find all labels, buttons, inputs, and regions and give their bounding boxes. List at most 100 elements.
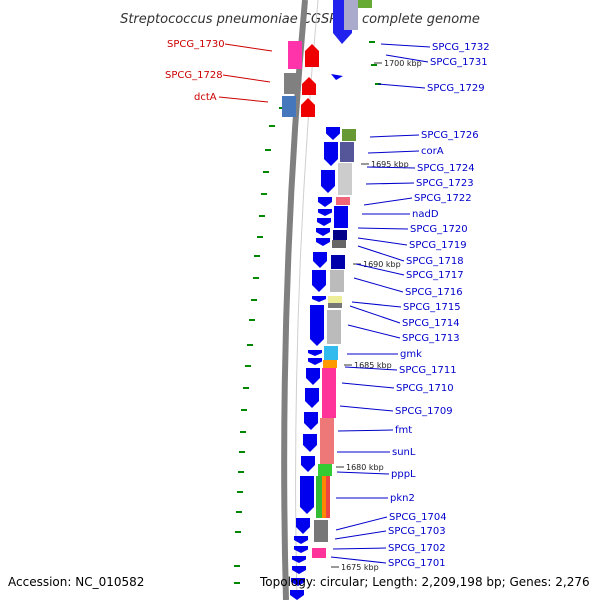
plus-strand-cog-blocks (312, 0, 372, 558)
leader-line (337, 429, 394, 432)
plus-cds-arrow (316, 238, 330, 246)
leader-line (353, 277, 404, 293)
gene-label-plus: SPCG_1729 (427, 83, 485, 94)
leader-line (344, 366, 398, 371)
plus-cds-arrow (312, 270, 326, 292)
plus-cog-block (322, 476, 326, 518)
leader-line (222, 74, 271, 83)
plus-cds-arrow (292, 556, 306, 563)
gene-label-plus: SPCG_1731 (430, 57, 488, 68)
gene-label-plus: SPCG_1709 (395, 406, 453, 417)
gene-label-plus: SPCG_1703 (388, 526, 446, 537)
gene-label-minus: SPCG_1730 (167, 39, 225, 50)
gene-label-plus: SPCG_1717 (406, 270, 464, 281)
gene-label-plus: SPCG_1713 (402, 333, 460, 344)
leader-line (363, 197, 413, 206)
leader-line (357, 227, 409, 230)
scale-tick-label: 1675 kbp (341, 563, 379, 572)
gene-label-plus: SPCG_1726 (421, 130, 479, 141)
leader-line (351, 301, 402, 308)
leader-line (335, 516, 388, 531)
scale-tick-label: 1690 kbp (363, 260, 401, 269)
plus-cds-arrow (326, 127, 340, 140)
plus-cog-block (344, 0, 358, 30)
plus-cog-block (320, 418, 334, 464)
small-cds-arrow (331, 74, 343, 80)
leader-line (377, 83, 426, 89)
plus-cds-arrow (306, 368, 320, 385)
gene-label-plus: SPCG_1714 (402, 318, 460, 329)
scale-tick-label: 1700 kbp (384, 59, 422, 68)
plus-cog-block (327, 310, 341, 344)
plus-cog-block (358, 0, 372, 8)
leader-line (366, 166, 416, 169)
gene-label-plus: SPCG_1719 (409, 240, 467, 251)
plus-cog-block (322, 368, 336, 418)
plus-cds-arrow (291, 578, 305, 586)
gene-label-plus: SPCG_1718 (406, 256, 464, 267)
plus-cds-arrow (294, 536, 308, 544)
gene-label-plus: SPCG_1704 (389, 512, 447, 523)
plus-cog-block (323, 360, 337, 368)
plus-cog-block (334, 206, 348, 228)
plus-cog-block (324, 346, 338, 360)
plus-cog-block (328, 303, 342, 308)
plus-cog-block (342, 129, 356, 141)
plus-cds-arrow (313, 252, 327, 268)
topology-text: Topology: circular; Length: 2,209,198 bp… (259, 575, 590, 589)
leader-line (367, 150, 420, 154)
minus-cds-arrow (305, 44, 319, 67)
plus-cds-arrow (318, 197, 332, 207)
plus-cds-arrow (308, 358, 322, 365)
plus-cog-block (316, 476, 322, 518)
gene-label-plus: SPCG_1701 (388, 558, 446, 569)
gene-label-plus: SPCG_1711 (399, 365, 457, 376)
gene-label-plus: SPCG_1710 (396, 383, 454, 394)
scale-tick-label: 1685 kbp (354, 361, 392, 370)
leader-line (357, 237, 408, 246)
plus-cog-block (326, 476, 330, 518)
gene-labels: SPCG_1730 SPCG_1728 dctA SPCG_1732 SPCG_1731… (165, 39, 490, 569)
plus-strand-cds-arrows (290, 0, 352, 600)
gene-label-minus: dctA (194, 92, 217, 103)
gene-label-plus: nadD (412, 209, 439, 220)
gene-label-plus: corA (421, 146, 444, 157)
plus-cog-block (331, 255, 345, 269)
gene-label-plus: SPCG_1723 (416, 178, 474, 189)
minus-cds-arrow (301, 98, 315, 117)
minus-cog-block (282, 96, 296, 117)
gene-label-plus: pppL (391, 469, 416, 480)
plus-cds-arrow (312, 296, 326, 302)
plus-cds-arrow (324, 142, 338, 166)
plus-cds-arrow (304, 412, 318, 430)
plus-cds-arrow (316, 228, 330, 236)
plus-cds-arrow (317, 218, 331, 226)
plus-cds-arrow (292, 566, 306, 574)
minus-cog-block (284, 73, 298, 94)
leader-line (224, 43, 273, 52)
plus-cog-block (340, 142, 354, 162)
minus-cds-arrow (302, 77, 316, 95)
gene-label-plus: fmt (395, 425, 412, 436)
plus-cds-arrow (305, 388, 319, 408)
plus-cog-block (330, 270, 344, 292)
gene-label-plus: gmk (400, 349, 422, 360)
gene-label-plus: SPCG_1724 (417, 163, 475, 174)
plus-cog-block (332, 240, 346, 248)
minus-strand-features (282, 41, 343, 117)
leader-line (357, 245, 405, 262)
plus-cds-arrow (301, 456, 315, 472)
gene-label-plus: SPCG_1716 (405, 287, 463, 298)
plus-cds-arrow (296, 518, 310, 534)
minus-cog-block (288, 41, 302, 69)
plus-cog-block (328, 296, 342, 303)
plus-cds-arrow (321, 170, 335, 193)
plus-cog-block (336, 197, 350, 205)
genome-backbone-arc (281, 0, 308, 600)
leader-line (334, 530, 387, 540)
plus-cds-arrow (308, 350, 322, 356)
plus-cds-arrow (310, 305, 324, 346)
gene-label-plus: SPCG_1702 (388, 543, 446, 554)
gene-label-minus: SPCG_1728 (165, 70, 223, 81)
